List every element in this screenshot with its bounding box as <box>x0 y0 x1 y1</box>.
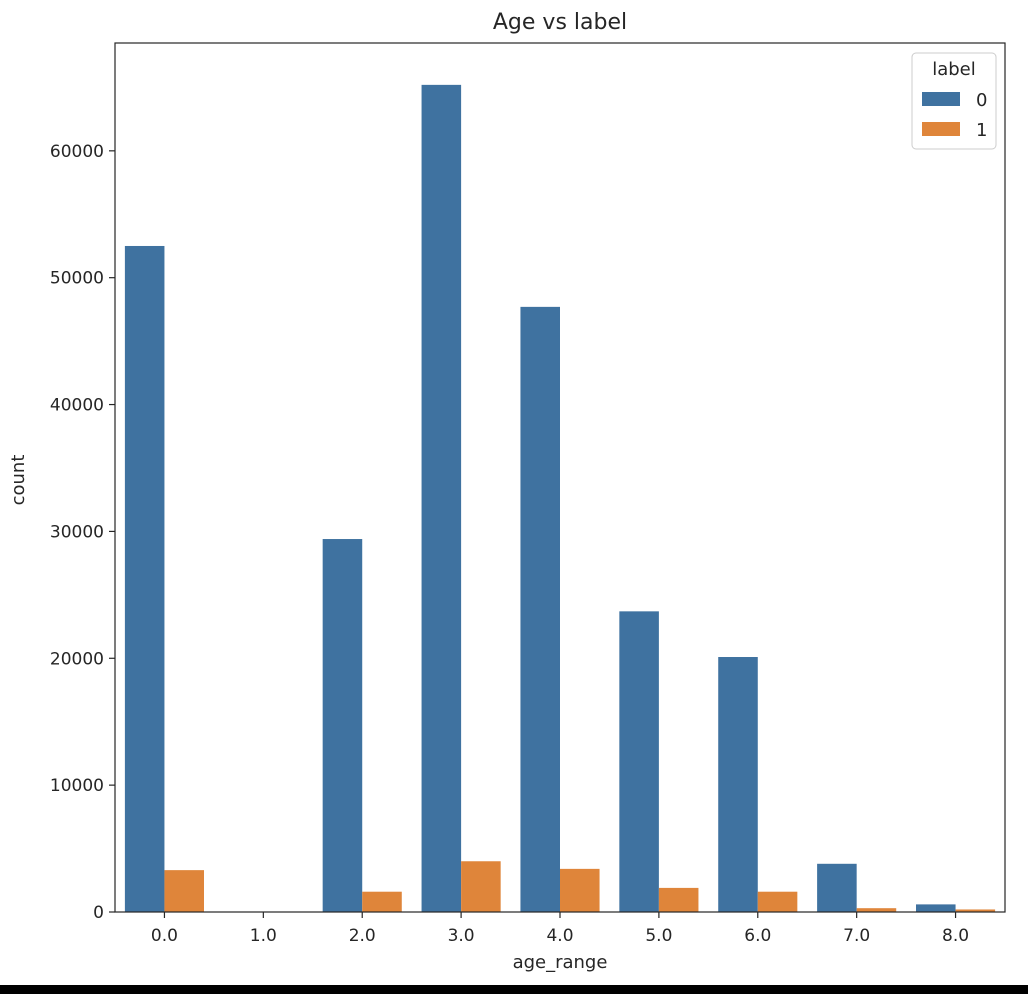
x-tick-label: 4.0 <box>546 926 573 946</box>
bar-7.0-series-1 <box>856 908 897 912</box>
x-tick-label: 0.0 <box>151 926 178 946</box>
x-tick-label: 5.0 <box>645 926 672 946</box>
bar-2.0-series-1 <box>362 891 402 912</box>
x-tick-label: 8.0 <box>942 926 969 946</box>
bar-3.0-series-0 <box>421 84 462 912</box>
legend-swatch-0 <box>922 92 960 106</box>
y-tick-label: 0 <box>93 903 104 923</box>
y-tick-label: 50000 <box>50 269 104 289</box>
plot-frame <box>114 42 1006 913</box>
bar-0.0-series-0 <box>124 245 165 913</box>
x-tick-label: 3.0 <box>448 926 475 946</box>
x-tick-label: 1.0 <box>250 926 277 946</box>
y-axis-ticks: 0 10000 20000 30000 40000 50000 60000 <box>50 142 115 923</box>
legend: label 01 <box>911 52 997 150</box>
bar-7.0-series-0 <box>817 863 857 912</box>
bars-layer <box>124 84 996 913</box>
y-tick-label: 40000 <box>50 396 104 416</box>
legend-swatch-1 <box>922 122 960 136</box>
y-axis-label: count <box>8 455 29 506</box>
bar-0.0-series-1 <box>164 870 204 912</box>
bar-8.0-series-0 <box>916 904 956 912</box>
legend-items: 01 <box>922 90 987 141</box>
bar-6.0-series-1 <box>757 891 798 912</box>
bar-8.0-series-1 <box>955 909 996 912</box>
x-axis-label: age_range <box>513 952 608 973</box>
y-tick-label: 60000 <box>50 142 104 162</box>
x-tick-label: 7.0 <box>843 926 870 946</box>
legend-title: label <box>932 59 976 80</box>
chart-title: Age vs label <box>493 10 627 35</box>
bar-5.0-series-0 <box>619 611 659 912</box>
x-tick-label: 6.0 <box>744 926 771 946</box>
legend-label-1: 1 <box>976 120 987 141</box>
y-tick-label: 10000 <box>50 776 104 796</box>
y-tick-label: 30000 <box>50 522 104 542</box>
bar-6.0-series-0 <box>718 657 758 912</box>
bar-2.0-series-0 <box>322 539 363 912</box>
bar-5.0-series-1 <box>658 887 699 912</box>
x-axis-ticks: 0.0 1.0 2.0 3.0 4.0 5.0 6.0 7.0 8.0 <box>151 912 969 946</box>
legend-label-0: 0 <box>976 90 987 111</box>
y-tick-label: 20000 <box>50 649 104 669</box>
bar-4.0-series-0 <box>520 306 560 912</box>
x-tick-label: 2.0 <box>349 926 376 946</box>
bar-3.0-series-1 <box>461 861 501 912</box>
bar-4.0-series-1 <box>560 868 600 912</box>
